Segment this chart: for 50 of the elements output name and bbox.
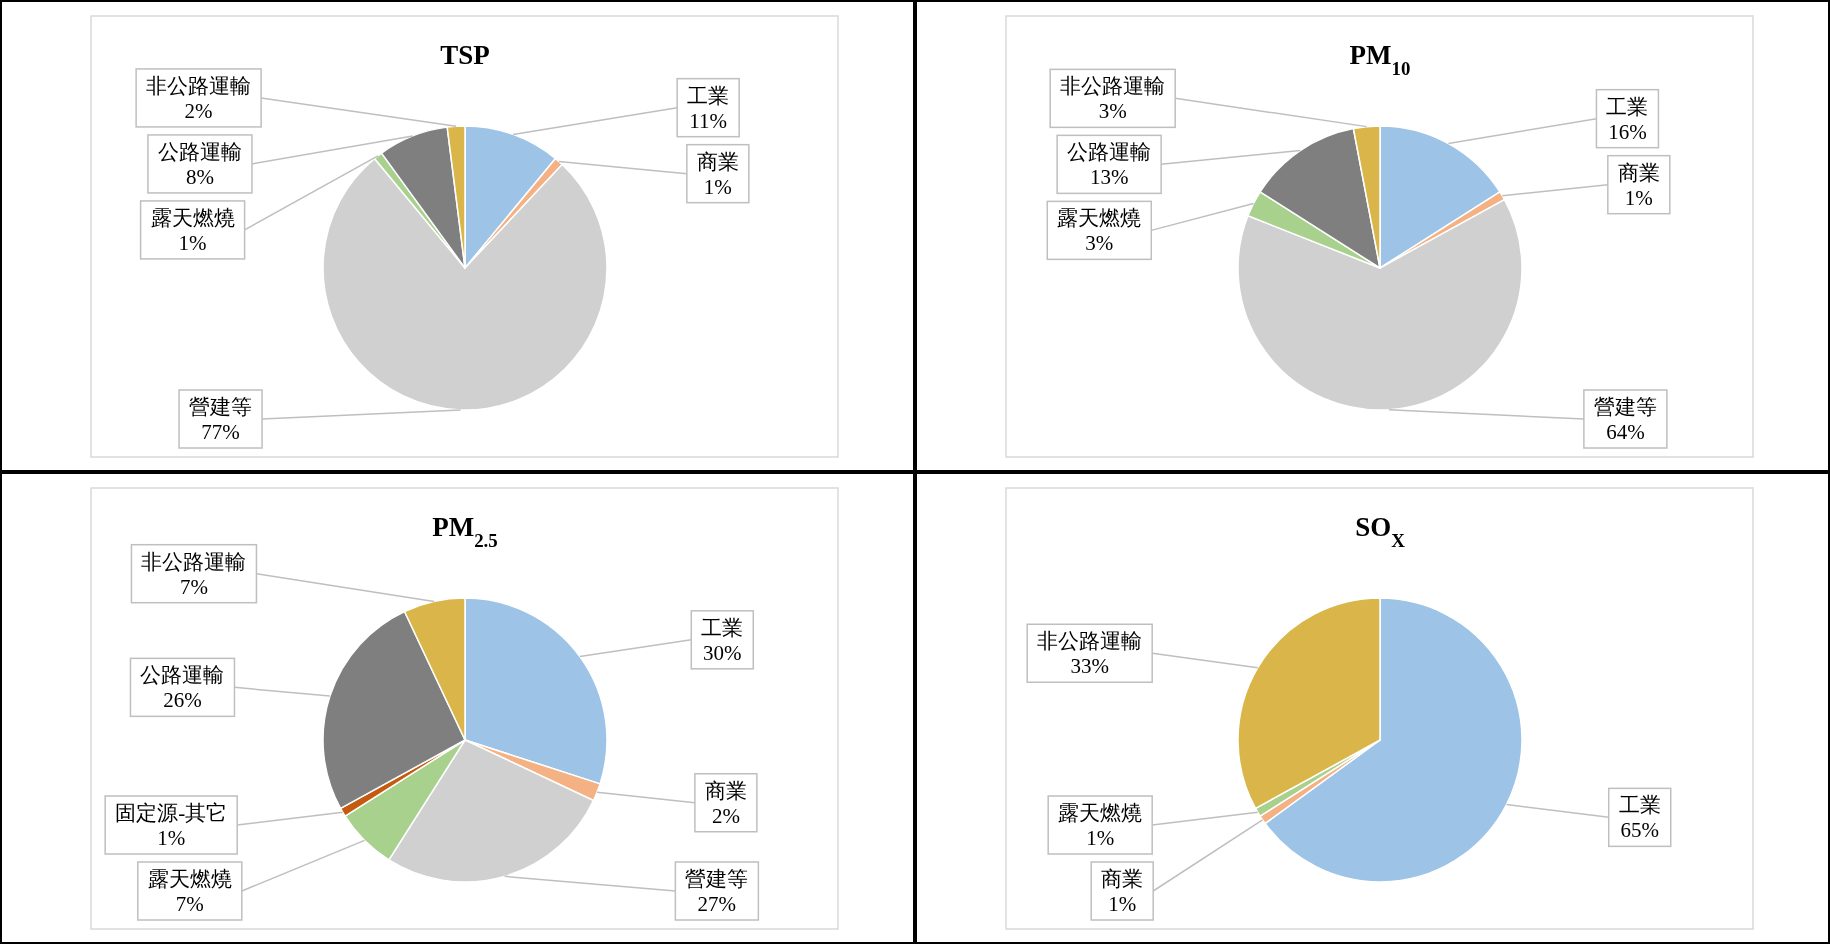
data-label: 64% bbox=[1606, 420, 1645, 444]
data-label: 26% bbox=[163, 688, 202, 713]
data-label: 13% bbox=[1089, 165, 1129, 190]
slice-label: 商業 bbox=[704, 778, 747, 803]
data-label: 1% bbox=[1624, 185, 1653, 210]
data-label: 1% bbox=[1108, 892, 1137, 916]
data-label: 1% bbox=[178, 230, 207, 255]
data-label: 3% bbox=[1085, 231, 1114, 256]
slice-label: 固定源-其它 bbox=[115, 801, 228, 825]
slice-label: 露天燃燒 bbox=[1058, 801, 1143, 825]
data-label: 7% bbox=[175, 892, 204, 916]
data-label: 7% bbox=[179, 574, 208, 599]
slice-label: 非公路運輸 bbox=[141, 549, 247, 574]
data-label: 3% bbox=[1098, 99, 1127, 124]
slice-label: 公路運輸 bbox=[140, 663, 225, 688]
slice-label: 商業 bbox=[1101, 867, 1144, 891]
slice-label: 工業 bbox=[1618, 793, 1661, 818]
slice-label: 露天燃燒 bbox=[147, 867, 232, 891]
data-label: 8% bbox=[185, 164, 214, 189]
slice-label: 非公路運輸 bbox=[146, 73, 252, 98]
chart-title: TSP bbox=[440, 40, 490, 70]
slice-label: 露天燃燒 bbox=[150, 205, 235, 230]
data-label: 2% bbox=[711, 803, 740, 828]
slice-label: 工業 bbox=[1606, 94, 1649, 119]
data-label: 1% bbox=[1086, 826, 1115, 850]
data-label: 16% bbox=[1608, 119, 1647, 144]
slice-label: 非公路運輸 bbox=[1037, 629, 1143, 654]
data-label: 65% bbox=[1620, 818, 1659, 843]
chart-title: PM$_{10}$ bbox=[1349, 40, 1411, 79]
data-label: 1% bbox=[157, 826, 186, 850]
slice-label: 露天燃燒 bbox=[1057, 206, 1142, 231]
slice-label: 公路運輸 bbox=[1067, 140, 1152, 165]
data-label: 11% bbox=[689, 108, 728, 133]
data-label: 77% bbox=[201, 420, 240, 444]
slice-label: 營建等 bbox=[685, 867, 749, 891]
slice-label: 商業 bbox=[696, 149, 739, 174]
slice-label: 營建等 bbox=[189, 395, 253, 419]
slice-label: 公路運輸 bbox=[157, 139, 242, 164]
chart-title: PM$_{2.5}$ bbox=[432, 512, 498, 551]
data-label: 30% bbox=[703, 640, 742, 665]
slice-label: 營建等 bbox=[1593, 395, 1657, 419]
slice-label: 工業 bbox=[701, 615, 744, 640]
data-label: 27% bbox=[697, 892, 737, 916]
data-label: 2% bbox=[184, 98, 213, 123]
chart-title: SO$_{X}$ bbox=[1355, 512, 1406, 551]
slice-label: 非公路運輸 bbox=[1060, 74, 1166, 99]
slice-label: 工業 bbox=[687, 83, 730, 108]
data-label: 33% bbox=[1070, 654, 1109, 679]
slice-label: 商業 bbox=[1617, 160, 1660, 185]
data-label: 1% bbox=[703, 174, 732, 199]
